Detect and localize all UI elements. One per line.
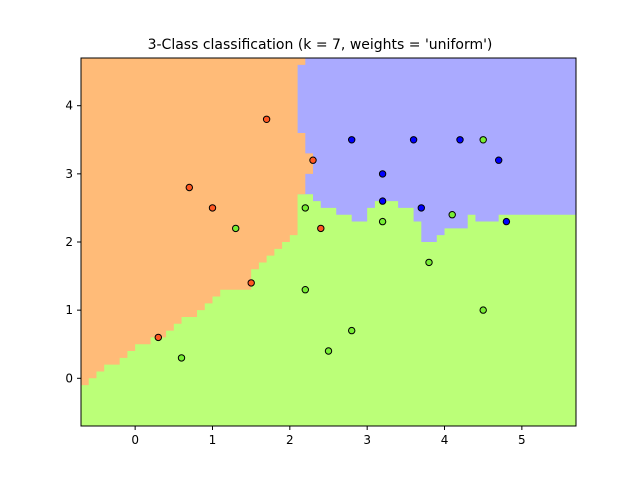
class-0-point [317,224,325,233]
class-1-point [502,217,511,226]
class-0-point [309,156,317,164]
class-0-point [247,279,255,287]
class-1-point [378,197,387,205]
class-2-point [177,354,186,362]
plot-area [80,57,577,427]
class-2-point [378,217,387,226]
class-2-point [425,258,433,267]
class-0-point [185,183,194,192]
x-tick-label: 5 [518,433,526,447]
class-2-point [301,204,309,212]
class-1-point [495,156,503,164]
data-points [154,115,511,362]
x-axis: 0 1 2 3 4 5 [131,426,526,447]
class-2-point [324,347,333,355]
y-axis: 0 1 2 3 4 [65,99,81,385]
class-2-point [479,306,487,314]
class-0-region [81,58,314,386]
class-1-point [456,136,464,144]
class-2-point [479,136,487,144]
y-tick-label: 0 [65,371,73,385]
y-tick-label: 3 [65,167,73,181]
class-1-point [348,136,356,144]
y-tick-label: 4 [65,99,73,113]
x-tick-label: 2 [286,433,294,447]
class-0-point [154,333,163,342]
class-2-point [301,286,309,294]
y-tick-label: 1 [65,303,73,317]
class-1-point [409,136,418,144]
class-2-point [348,326,356,335]
chart-title: 3-Class classification (k = 7, weights =… [148,37,493,53]
x-tick-label: 4 [441,433,449,447]
class-2-point [232,224,240,233]
class-1-point [417,204,425,212]
class-2-point [448,211,456,219]
y-tick-label: 2 [65,235,73,249]
class-1-region [297,58,576,242]
class-1-point [378,170,387,178]
x-tick-label: 0 [131,433,139,447]
x-tick-label: 3 [363,433,371,447]
class-0-point [208,204,217,212]
class-0-point [262,115,271,124]
x-tick-label: 1 [209,433,217,447]
